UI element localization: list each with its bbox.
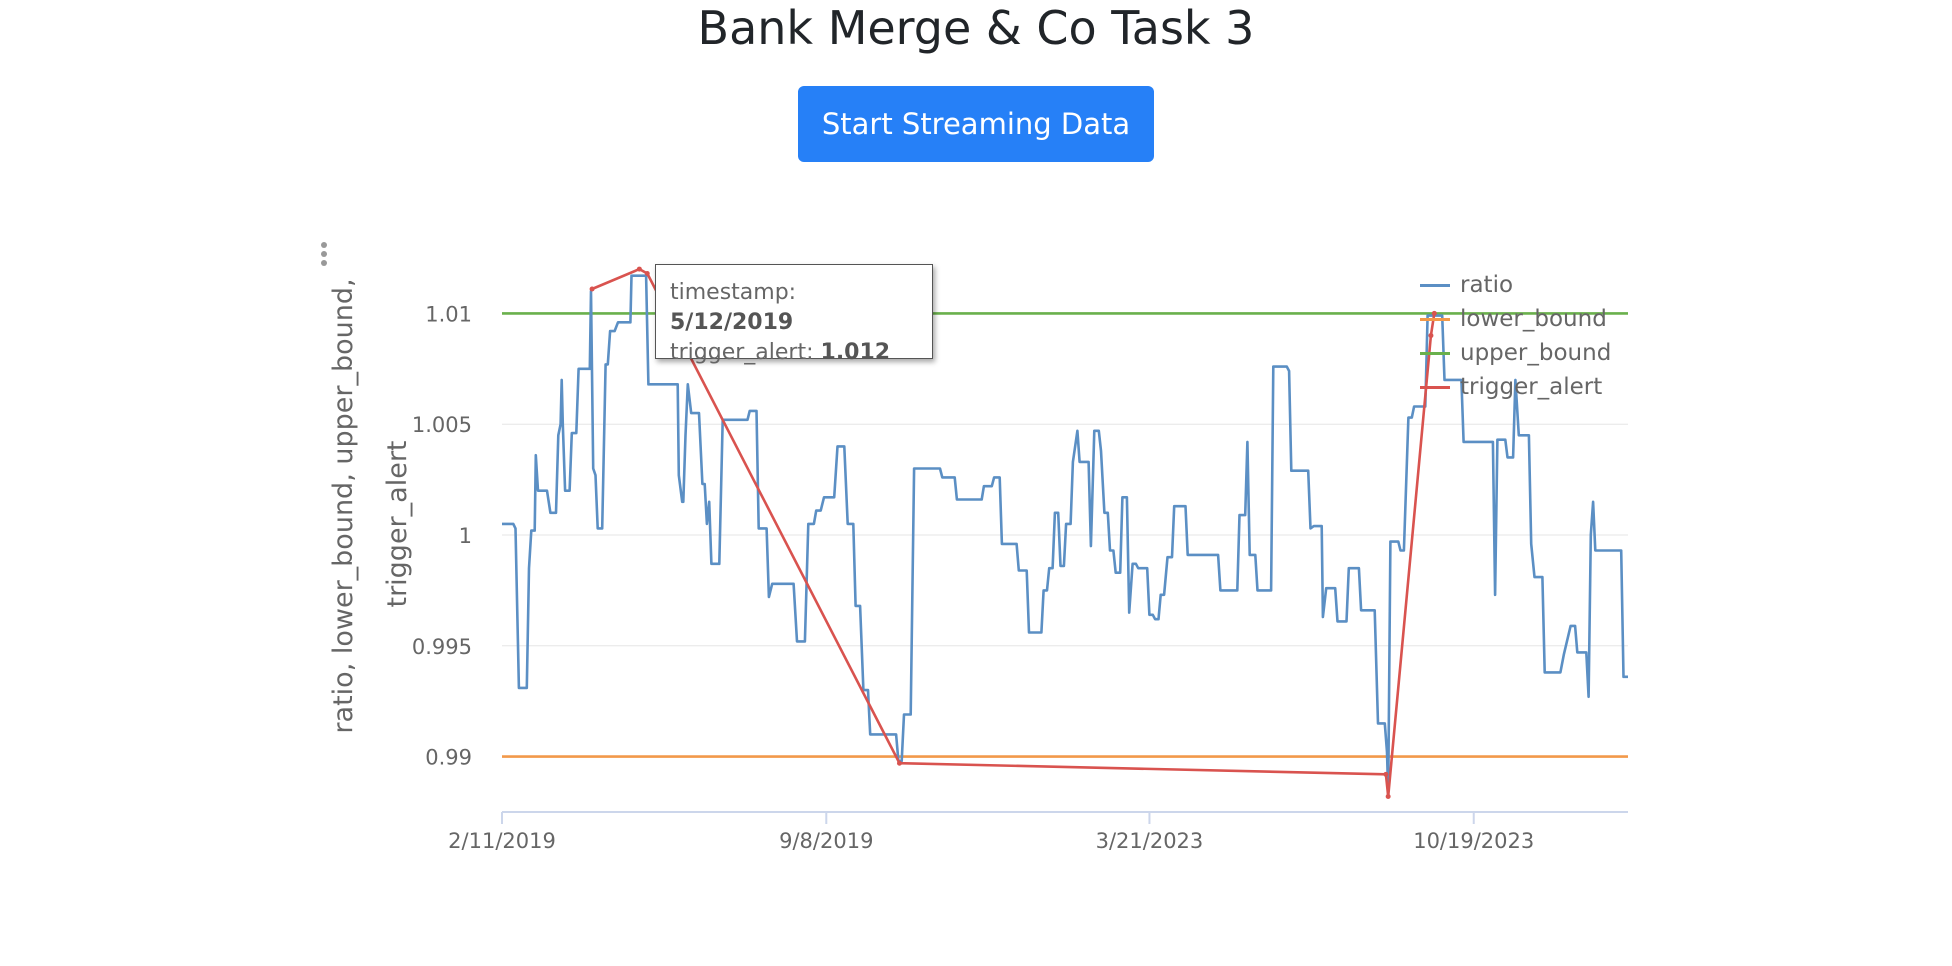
trigger-alert-point[interactable]: [1428, 333, 1434, 339]
tooltip-series-row: trigger_alert: 1.012: [670, 338, 918, 368]
y-tick-label: 0.99: [425, 746, 472, 770]
trigger-alert-point[interactable]: [1385, 793, 1391, 799]
x-tick-label: 10/19/2023: [1413, 829, 1534, 853]
legend-item-ratio[interactable]: ratio: [1418, 268, 1611, 302]
x-tick-label: 9/8/2019: [779, 829, 873, 853]
y-axis-title-line-2: trigger_alert: [382, 440, 413, 607]
chart-tooltip: timestamp: 5/12/2019 trigger_alert: 1.01…: [655, 264, 933, 365]
x-tick-label: 2/11/2019: [448, 829, 556, 853]
legend-swatch-upper-bound: [1420, 352, 1450, 355]
trigger-alert-point[interactable]: [589, 286, 595, 292]
tooltip-timestamp-value: 5/12/2019: [670, 310, 794, 335]
legend-label: lower_bound: [1460, 306, 1607, 332]
y-tick-label: 0.995: [412, 635, 472, 659]
start-streaming-button[interactable]: Start Streaming Data: [798, 86, 1154, 162]
legend-swatch-trigger-alert: [1420, 386, 1450, 389]
trigger-alert-point[interactable]: [644, 271, 650, 277]
trigger-alert-point[interactable]: [636, 266, 642, 272]
y-tick-label: 1.005: [412, 413, 472, 437]
tooltip-series-value: 1.012: [820, 340, 891, 365]
legend-label: upper_bound: [1460, 340, 1612, 366]
legend-swatch-ratio: [1420, 284, 1450, 287]
tooltip-timestamp-row: timestamp: 5/12/2019: [670, 278, 918, 338]
series-line-ratio[interactable]: [502, 274, 1628, 796]
x-tick-label: 3/21/2023: [1096, 829, 1204, 853]
tooltip-series-label: trigger_alert:: [670, 340, 814, 365]
legend-item-lower-bound[interactable]: lower_bound: [1418, 302, 1611, 336]
chart-legend: ratio lower_bound upper_bound trigger_al…: [1418, 268, 1611, 404]
y-axis-title-line-1: ratio, lower_bound, upper_bound,: [328, 278, 359, 733]
legend-label: trigger_alert: [1460, 374, 1603, 400]
page-title: Bank Merge & Co Task 3: [697, 1, 1255, 55]
legend-label: ratio: [1460, 272, 1514, 298]
legend-item-trigger-alert[interactable]: trigger_alert: [1418, 370, 1611, 404]
legend-swatch-lower-bound: [1420, 318, 1450, 321]
trigger-alert-point[interactable]: [1383, 771, 1389, 777]
trigger-alert-point[interactable]: [896, 760, 902, 766]
y-tick-label: 1.01: [425, 302, 472, 326]
chart-menu-icon[interactable]: [314, 242, 334, 272]
tooltip-timestamp-label: timestamp:: [670, 280, 797, 305]
legend-item-upper-bound[interactable]: upper_bound: [1418, 336, 1611, 370]
trigger-alert-point[interactable]: [1431, 310, 1437, 316]
y-tick-label: 1: [459, 524, 472, 548]
